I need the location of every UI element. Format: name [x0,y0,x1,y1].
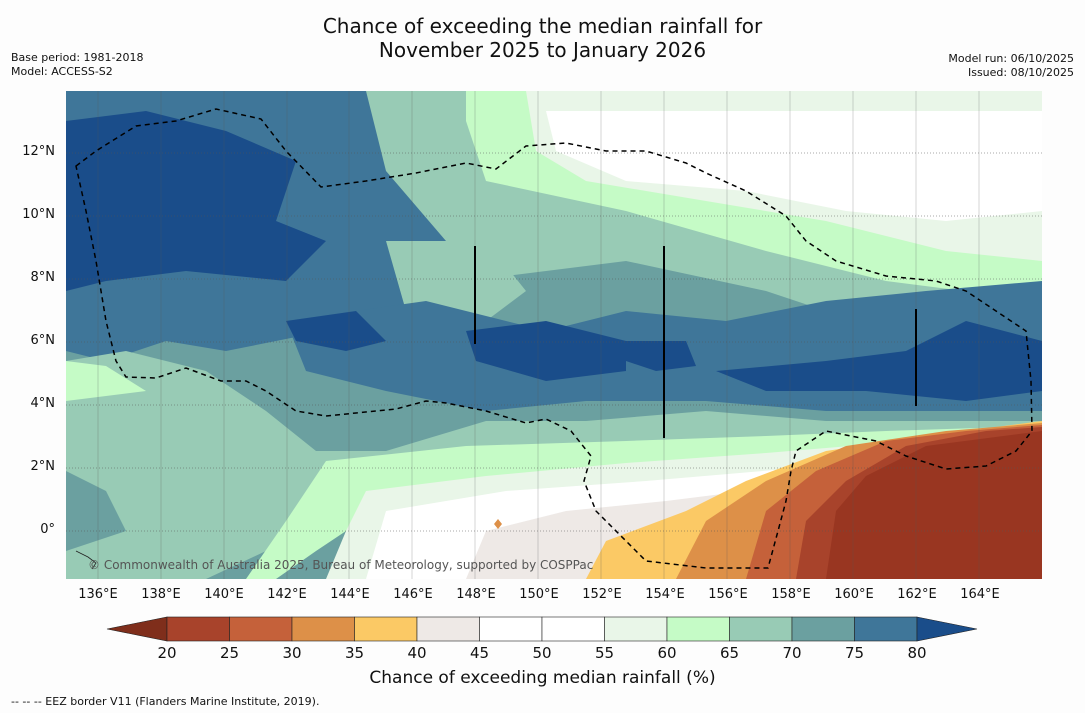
colorbar-tick-label: 75 [844,644,865,662]
colorbar-tick-label: 35 [344,644,365,662]
x-tick-label: 164°E [960,587,1000,602]
y-tick-label: 6°N [30,333,56,348]
colorbar-extend-low [106,616,168,642]
y-tick-label: 12°N [22,144,55,159]
island-south-west [75,550,97,570]
colorbar-tick-label: 60 [657,644,677,662]
x-tick-label: 154°E [645,587,685,602]
band-50-north [546,111,1042,221]
band-65-south [66,361,146,401]
x-tick-label: 136°E [78,587,118,602]
meridians [97,91,980,579]
x-tick-label: 162°E [897,587,937,602]
colorbar-segment [229,616,293,642]
band-85-central-1 [466,321,626,381]
colorbar-tick-label: 80 [907,644,927,662]
colorbar-tick-label: 25 [219,644,240,662]
copyright-text: © Commonwealth of Australia 2025, Bureau… [88,558,594,572]
colorbar-tick-label: 40 [407,644,427,662]
colorbar-tick-label: 50 [532,644,552,662]
band-65-south-2 [246,426,1042,579]
colorbar-segment [291,616,355,642]
colorbar [106,616,978,642]
eez-border [75,108,1033,569]
title-line-1: Chance of exceeding the median rainfall … [322,14,763,38]
x-tick-label: 148°E [456,587,496,602]
title-line-2: November 2025 to January 2026 [378,38,707,62]
colorbar-tick-label: 65 [719,644,740,662]
colorbar-tick-label: 70 [782,644,802,662]
y-tick-label: 4°N [30,396,56,411]
chart-title: Chance of exceeding the median rainfall … [0,14,1085,62]
x-tick-label: 138°E [141,587,181,602]
colorbar-extend-high [916,616,978,642]
colorbar-segment [479,616,543,642]
colorbar-tick-label: 30 [282,644,302,662]
colorbar-tick-label: 20 [157,644,177,662]
band-70-center [386,241,526,321]
meta-right: Model run: 06/10/2025 Issued: 08/10/2025 [948,52,1074,80]
x-tick-label: 158°E [771,587,811,602]
band-85-central-3 [716,321,1042,401]
base-period: Base period: 1981-2018 [11,51,144,64]
colorbar-segment [791,616,855,642]
colorbar-segment [166,616,230,642]
x-tick-label: 156°E [708,587,748,602]
x-tick-label: 142°E [267,587,307,602]
colorbar-segment [854,616,918,642]
band-85-central-2 [626,341,696,371]
island-marker [494,519,502,529]
colorbar-tick-label: 45 [469,644,490,662]
colorbar-segment [729,616,793,642]
meta-left: Base period: 1981-2018 Model: ACCESS-S2 [11,51,143,79]
band-85-nw [66,111,326,291]
graticule [66,152,1042,532]
x-tick-label: 152°E [582,587,622,602]
eez-footer-legend: -- -- -- EEZ border V11 (Flanders Marine… [11,695,320,708]
colorbar-segment [416,616,480,642]
y-tick-label: 10°N [22,207,55,222]
colorbar-label: Chance of exceeding median rainfall (%) [369,668,716,688]
x-tick-label: 146°E [393,587,433,602]
colorbar-segment [604,616,668,642]
rainfall-map [66,91,1042,579]
colorbar-segment [541,616,605,642]
x-tick-label: 140°E [204,587,244,602]
y-tick-label: 2°N [30,459,56,474]
model-name: Model: ACCESS-S2 [11,65,113,78]
y-tick-label: 8°N [30,270,56,285]
issued-date: Issued: 08/10/2025 [967,66,1074,79]
colorbar-segment [666,616,730,642]
colorbar-tick-label: 55 [594,644,615,662]
x-tick-label: 160°E [834,587,874,602]
band-20 [826,431,1042,579]
x-tick-label: 144°E [330,587,370,602]
band-85-central-4 [286,311,386,351]
colorbar-segment [354,616,418,642]
model-run: Model run: 06/10/2025 [948,52,1074,65]
y-tick-label: 0° [40,522,55,537]
x-tick-label: 150°E [519,587,559,602]
